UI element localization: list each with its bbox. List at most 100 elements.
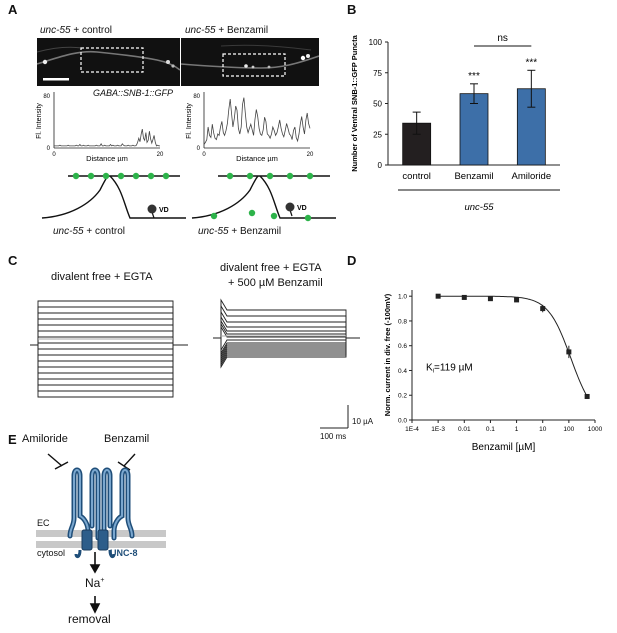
ki-annotation: Ki=119 µM	[426, 362, 473, 374]
cytosol-label: cytosol	[37, 548, 66, 558]
y-tick-label: 0.6	[398, 343, 407, 350]
intensity-plot-benzamil: 80 0 0 20 Fl. Intensity Distance µm	[186, 92, 314, 162]
panel-letter-b: B	[347, 2, 357, 17]
puncta-bar-chart: 0 25 50 75 100 Number of Ventral SNB-1::GFP P…	[350, 33, 560, 213]
x-tick-label: 1E-4	[405, 426, 419, 433]
category-label: Amiloride	[512, 171, 552, 182]
micrograph-control	[37, 38, 180, 86]
sodium-symbol: Na	[85, 576, 101, 590]
current-trace-control	[30, 344, 188, 398]
ion-flow-arrow	[89, 552, 101, 574]
unc8-label: UNC-8	[110, 548, 138, 558]
y-tick-label: 75	[373, 69, 382, 78]
sodium-charge: +	[100, 577, 105, 584]
x-axis-label: Benzamil [µM]	[472, 442, 536, 453]
data-point	[584, 393, 590, 399]
significance-marker: ***	[468, 71, 480, 82]
current-trace-control	[30, 344, 188, 350]
x-tick-end: 20	[307, 152, 314, 158]
ki-subscript: i	[433, 368, 434, 374]
current-trace-benzamil	[213, 337, 360, 363]
y-axis-label: Norm. current in div. free (-100mV)	[383, 293, 392, 416]
category-label: Benzamil	[454, 171, 493, 182]
y-tick-bottom: 0	[197, 146, 201, 152]
ns-label: ns	[497, 33, 508, 44]
y-tick-label: 50	[373, 100, 382, 109]
sodium-label: Na+	[85, 576, 104, 590]
current-trace-control	[30, 342, 188, 346]
panel-letter-d: D	[347, 253, 357, 268]
benzamil-label: Benzamil	[104, 433, 150, 445]
panel-a-left-title-gene: unc-55	[40, 25, 71, 36]
removal-label: removal	[68, 612, 111, 626]
neuron-schematic-control: VD	[41, 172, 186, 219]
panel-a-right-caption-gene: unc-55	[198, 226, 229, 237]
x-tick-label: 1000	[588, 426, 603, 433]
ki-symbol: K	[426, 362, 433, 373]
x-tick-label: 1	[515, 426, 519, 433]
x-tick-label: 0.1	[486, 426, 495, 433]
y-tick-label: 0.4	[398, 368, 407, 375]
data-point	[540, 306, 546, 312]
micrograph-benzamil	[181, 38, 319, 86]
synaptic-puncta	[72, 172, 170, 180]
panel-a-right-title-gene: unc-55	[185, 25, 216, 36]
y-tick-label: 25	[373, 130, 382, 139]
current-traces	[30, 298, 360, 398]
data-point	[487, 296, 493, 302]
current-trace-control	[30, 344, 188, 356]
y-tick-label: 1.0	[398, 294, 407, 301]
data-point	[461, 294, 467, 300]
synaptic-puncta	[210, 172, 314, 222]
vd-soma	[285, 202, 295, 212]
panel-a-left-caption: unc-55 + control	[53, 226, 125, 237]
x-tick-label: 10	[539, 426, 547, 433]
scale-bar-current: 10 µA	[352, 417, 374, 426]
panel-letter-a: A	[8, 2, 18, 17]
data-point	[514, 297, 520, 303]
current-trace-control	[30, 344, 188, 380]
current-trace-benzamil	[213, 337, 360, 367]
current-trace-benzamil	[213, 337, 360, 357]
y-axis-label: Number of Ventral SNB-1::GFP Puncta	[350, 34, 359, 171]
ki-value: =119 µM	[434, 362, 473, 373]
current-trace-benzamil	[213, 337, 360, 369]
intensity-plot-control: 80 0 0 20 Fl. Intensity Distance µm	[36, 92, 164, 162]
x-tick-end: 20	[157, 152, 164, 158]
unc8-tm-domain-right	[97, 529, 109, 551]
panel-a-right-title-condition: + Benzamil	[218, 25, 269, 36]
vd-label: VD	[297, 205, 307, 212]
bar-benzamil	[459, 93, 489, 166]
current-trace-control	[30, 336, 188, 346]
panel-a-right-caption: unc-55 + Benzamil	[198, 226, 281, 237]
fit-curve	[438, 295, 589, 399]
amiloride-label: Amiloride	[22, 433, 68, 445]
current-trace-control	[30, 344, 188, 368]
x-tick-label: 100	[563, 426, 574, 433]
data-point	[566, 349, 572, 355]
dose-response-chart: 1.0 0.8 0.6 0.4 0.2 0.01E-4 1E-3 0.01 0.1 1 10 100 1…	[383, 290, 603, 453]
channel-schematic	[36, 453, 166, 614]
gfp-label: GABA::SNB-1::GFP	[93, 88, 174, 98]
current-trace-benzamil	[213, 337, 360, 352]
panel-letter-e: E	[8, 432, 17, 447]
y-axis-label: Fl. Intensity	[186, 103, 193, 139]
removal-arrow	[89, 596, 101, 614]
current-trace-benzamil	[213, 337, 360, 359]
y-tick-label: 0	[378, 161, 383, 170]
current-trace-control	[30, 312, 188, 346]
trace-label-benzamil-line1: divalent free + EGTA	[220, 262, 322, 274]
y-tick-label: 0.8	[398, 318, 407, 325]
y-tick-label: 0.2	[398, 393, 407, 400]
y-tick-top: 80	[43, 94, 50, 100]
y-tick-top: 80	[193, 94, 200, 100]
panel-letter-c: C	[8, 253, 18, 268]
current-trace-benzamil	[213, 319, 360, 339]
panel-a-right-caption-condition: + Benzamil	[231, 226, 282, 237]
x-tick-label: 0.01	[458, 426, 471, 433]
category-label: control	[402, 171, 431, 182]
vd-label: VD	[159, 207, 169, 214]
intensity-trace	[54, 129, 160, 147]
ec-label: EC	[37, 518, 50, 528]
x-tick-start: 0	[202, 152, 206, 158]
